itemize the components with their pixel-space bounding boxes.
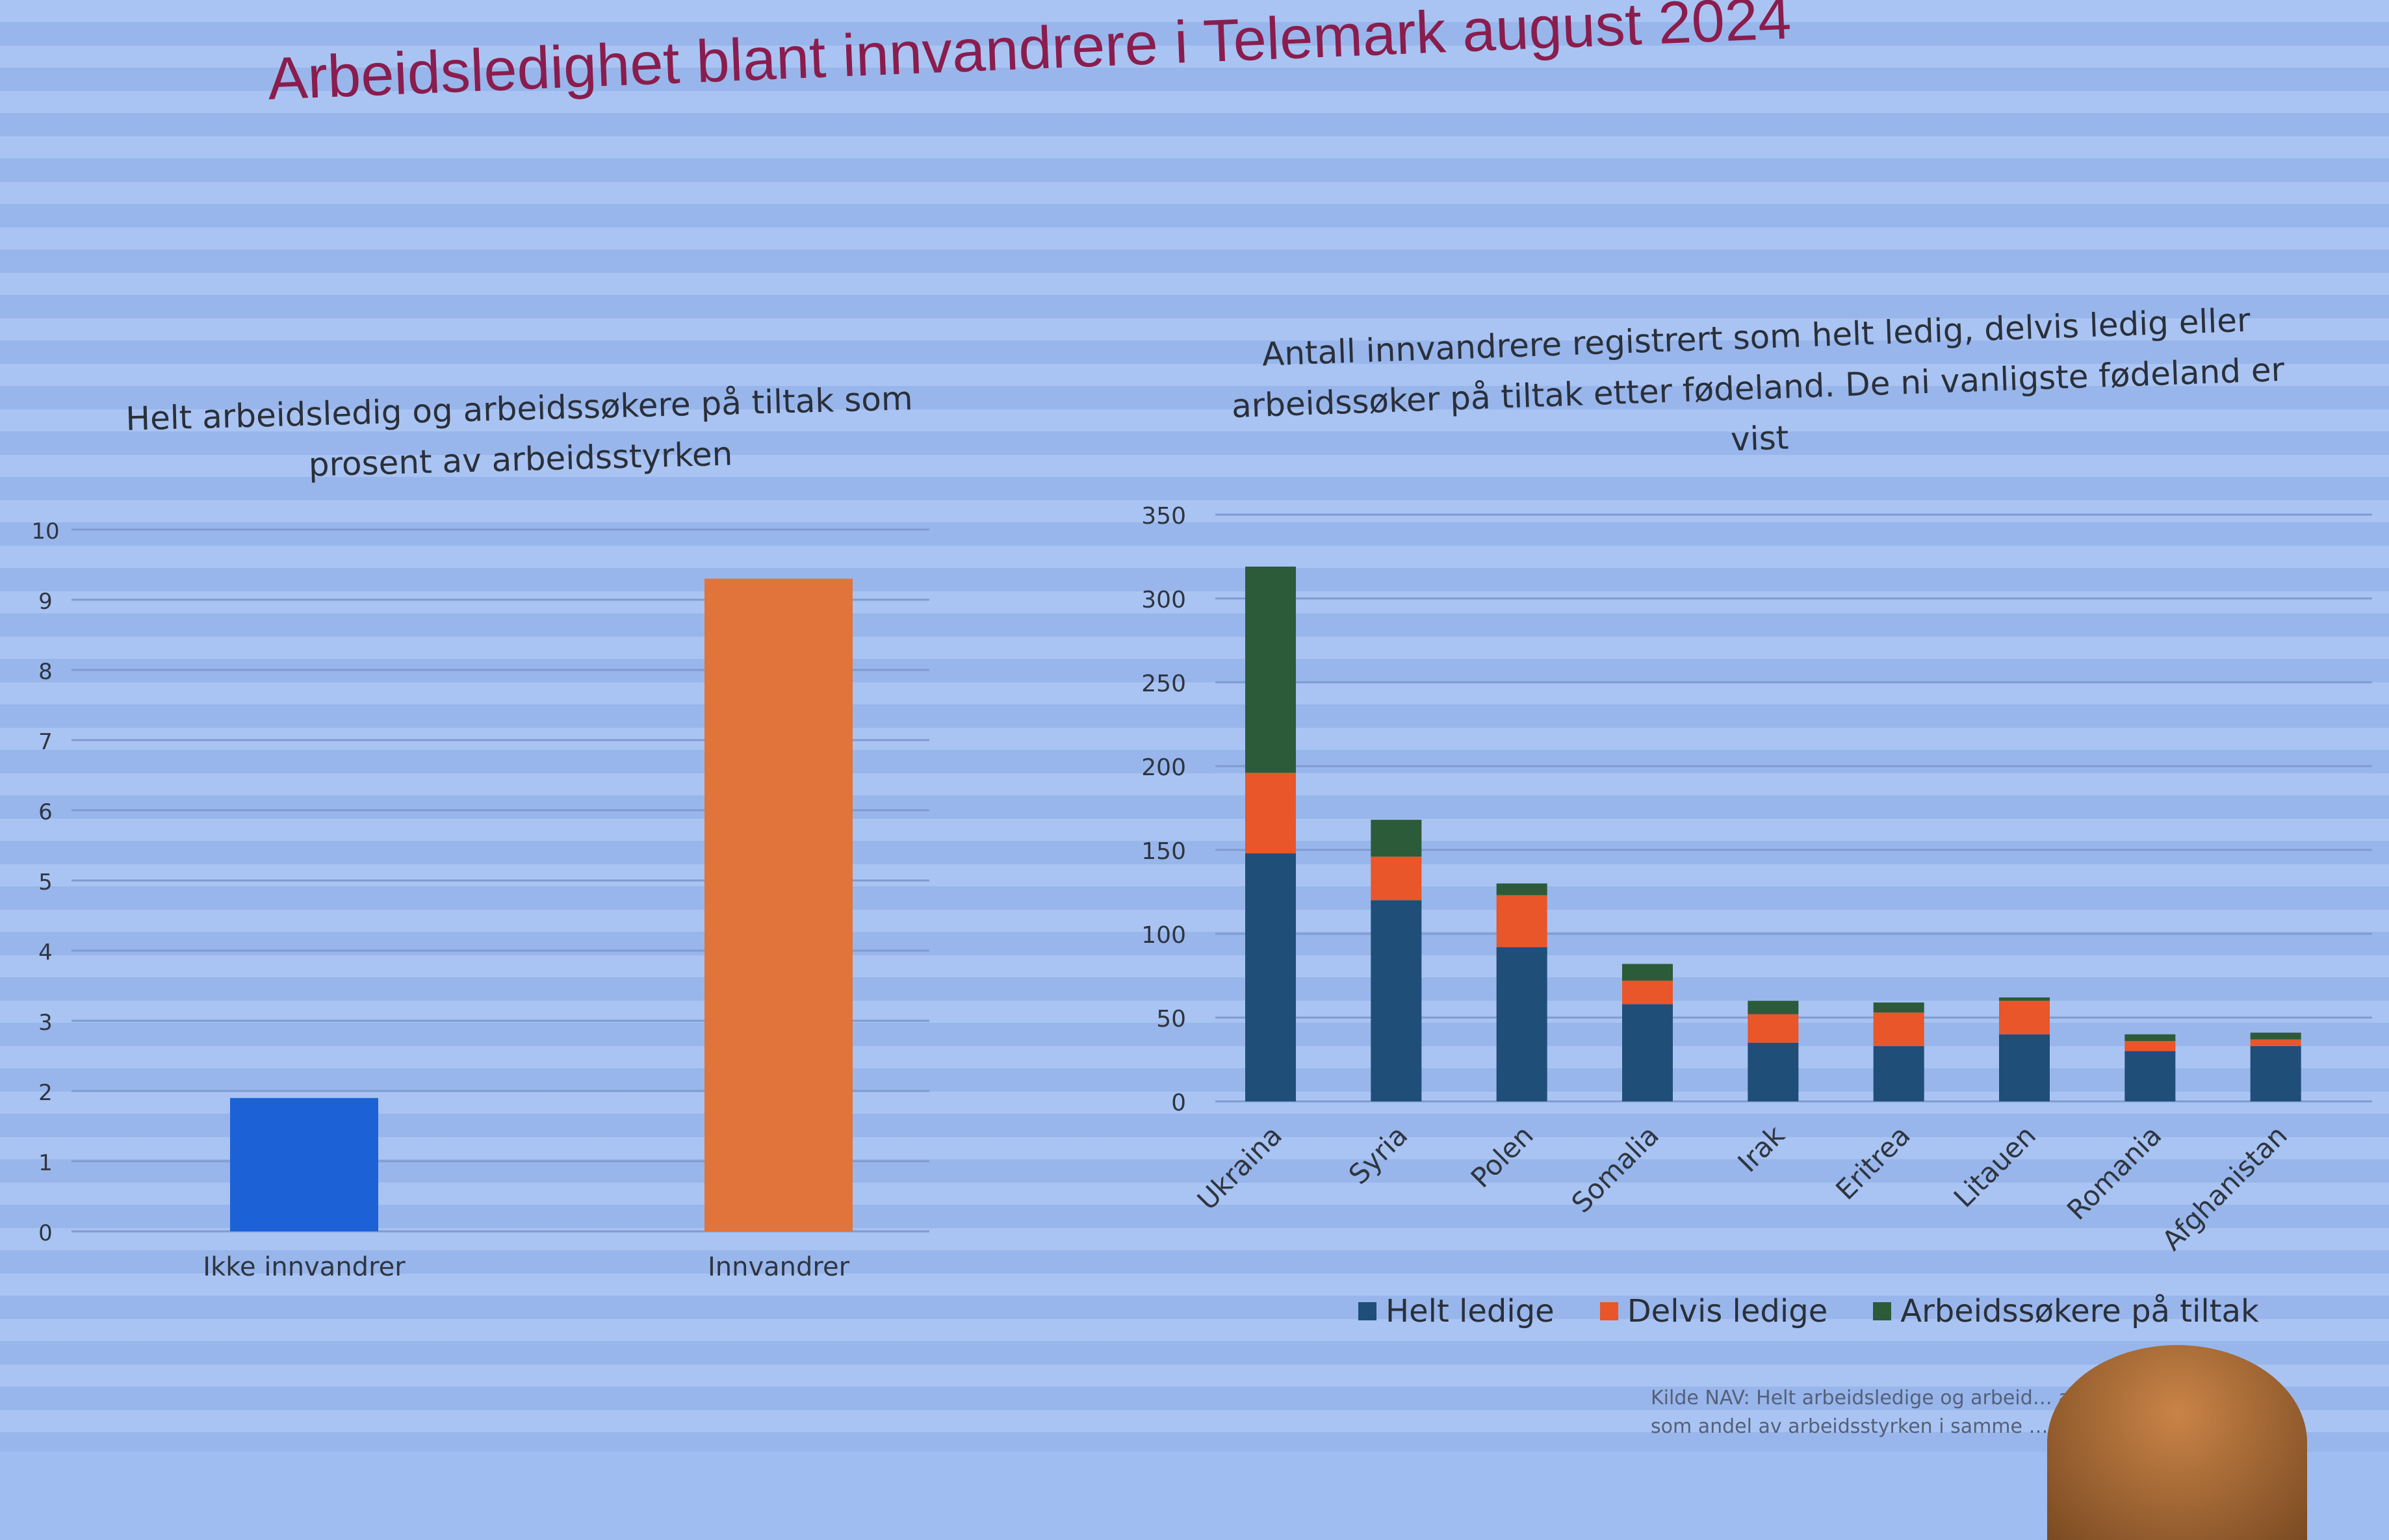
right-x-tick-label: Ukraina: [1191, 1119, 1288, 1216]
legend-swatch-helt-ledige: [1358, 1302, 1376, 1320]
right-x-tick-label: Syria: [1343, 1119, 1414, 1190]
right-x-tick-label: Somalia: [1566, 1119, 1666, 1219]
bar-segment-tiltak: [1873, 1002, 1924, 1013]
legend-label-tiltak: Arbeidssøkere på tiltak: [1900, 1293, 2259, 1329]
right-y-tick-label: 100: [1141, 922, 1186, 949]
bar-segment-delvis-ledige: [1622, 981, 1673, 1005]
bar-segment-helt-ledige: [1873, 1046, 1924, 1101]
right-chart-legend: Helt ledige Delvis ledige Arbeidssøkere …: [1358, 1293, 2259, 1329]
bar-segment-helt-ledige: [1245, 853, 1296, 1101]
left-y-tick-label: 9: [38, 589, 53, 615]
bar-segment-helt-ledige: [1748, 1042, 1799, 1101]
bar-segment-tiltak: [2250, 1033, 2301, 1040]
legend-swatch-delvis-ledige: [1599, 1302, 1618, 1320]
legend-item-tiltak: Arbeidssøkere på tiltak: [1873, 1293, 2259, 1329]
left-y-tick-label: 1: [38, 1150, 53, 1176]
right-x-tick-label: Romania: [2061, 1119, 2168, 1226]
right-chart: 0 50 100 150 200 250 300 350 Ukraina Syria Polen So…: [1141, 503, 2372, 1257]
left-y-tick-label: 3: [38, 1010, 53, 1036]
bar-segment-delvis-ledige: [2250, 1039, 2301, 1046]
bar-segment-delvis-ledige: [1496, 895, 1547, 947]
right-x-tick-label: Afghanistan: [2156, 1119, 2293, 1256]
bar-segment-helt-ledige: [1622, 1004, 1673, 1101]
right-x-tick-label: Irak: [1731, 1119, 1790, 1178]
right-y-tick-label: 0: [1171, 1090, 1186, 1116]
right-x-tick-label: Polen: [1465, 1119, 1540, 1194]
bar-segment-tiltak: [2124, 1034, 2176, 1042]
bar-segment-delvis-ledige: [2124, 1041, 2176, 1051]
right-y-tick-label: 250: [1141, 671, 1186, 697]
right-y-tick-label: 50: [1156, 1006, 1186, 1033]
right-y-tick-label: 150: [1141, 838, 1186, 865]
left-x-tick-label: Ikke innvandrer: [203, 1252, 406, 1282]
bar-segment-tiltak: [1245, 566, 1296, 773]
left-y-tick-label: 10: [31, 519, 59, 545]
bar-segment-delvis-ledige: [1371, 856, 1422, 901]
left-y-tick-label: 4: [38, 940, 53, 966]
bar-segment-helt-ledige: [1371, 900, 1422, 1101]
left-y-tick-label: 6: [38, 799, 53, 825]
bar-segment-tiltak: [1371, 819, 1422, 857]
legend-item-helt-ledige: Helt ledige: [1358, 1293, 1555, 1329]
left-bar: [704, 578, 853, 1231]
left-y-tick-label: 2: [38, 1080, 53, 1106]
legend-label-helt-ledige: Helt ledige: [1386, 1293, 1555, 1329]
legend-item-delvis-ledige: Delvis ledige: [1599, 1293, 1828, 1329]
right-x-tick-label: Eritrea: [1829, 1119, 1917, 1206]
right-x-tick-label: Litauen: [1948, 1119, 2042, 1213]
bar-segment-helt-ledige: [2250, 1046, 2301, 1101]
left-y-tick-label: 7: [38, 729, 53, 755]
bar-segment-delvis-ledige: [1999, 1001, 2050, 1034]
bar-segment-helt-ledige: [2124, 1051, 2176, 1101]
left-y-tick-label: 8: [38, 659, 53, 685]
bar-segment-delvis-ledige: [1748, 1014, 1799, 1043]
right-y-tick-label: 300: [1141, 587, 1186, 613]
bar-segment-tiltak: [1999, 997, 2050, 1001]
source-line-2: som andel av arbeidsstyrken i samme … gr…: [1651, 1415, 2126, 1438]
right-y-tick-label: 350: [1141, 503, 1186, 530]
bar-segment-delvis-ledige: [1873, 1012, 1924, 1046]
left-x-tick-label: Innvandrer: [708, 1252, 850, 1282]
left-y-tick-label: 0: [38, 1220, 53, 1246]
charts-canvas: 0 1 2 3 4 5 6 7 8 9 10 Ikke innvandrer Innvandrer 0 5…: [31, 503, 2372, 1282]
right-y-tick-label: 200: [1141, 754, 1186, 781]
left-bar: [230, 1097, 378, 1231]
left-chart: 0 1 2 3 4 5 6 7 8 9 10 Ikke innvandrer Innvandrer: [31, 519, 929, 1282]
bar-segment-helt-ledige: [1999, 1034, 2050, 1101]
legend-label-delvis-ledige: Delvis ledige: [1627, 1293, 1828, 1329]
bar-segment-tiltak: [1622, 964, 1673, 981]
audience-head-silhouette: [2047, 1345, 2307, 1540]
bar-segment-tiltak: [1748, 1001, 1799, 1014]
bar-segment-delvis-ledige: [1245, 773, 1296, 854]
bar-segment-helt-ledige: [1496, 947, 1547, 1101]
left-y-tick-label: 5: [38, 869, 53, 895]
legend-swatch-tiltak: [1873, 1302, 1892, 1320]
bar-segment-tiltak: [1496, 883, 1547, 895]
